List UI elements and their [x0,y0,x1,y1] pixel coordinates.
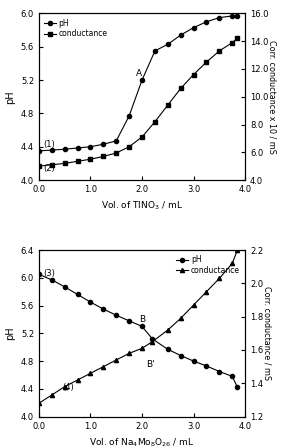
Text: B: B [139,315,146,324]
Text: B': B' [146,360,155,369]
Y-axis label: Corr. conductance x 10 / mS: Corr. conductance x 10 / mS [268,40,277,154]
Text: (3): (3) [43,269,55,278]
Legend: pH, conductance: pH, conductance [175,254,241,276]
X-axis label: Vol. of TlNO$_3$ / mL: Vol. of TlNO$_3$ / mL [101,199,183,212]
Text: (1): (1) [43,140,55,149]
Text: A: A [136,69,142,78]
Text: (2): (2) [43,164,55,173]
Y-axis label: pH: pH [5,90,15,103]
Text: (4): (4) [62,383,74,392]
Y-axis label: Corr. conductance / mS: Corr. conductance / mS [263,286,271,380]
Legend: pH, conductance: pH, conductance [43,17,109,40]
X-axis label: Vol. of Na$_4$Mo$_8$O$_{26}$ / mL: Vol. of Na$_4$Mo$_8$O$_{26}$ / mL [89,436,195,448]
Y-axis label: pH: pH [5,327,15,340]
